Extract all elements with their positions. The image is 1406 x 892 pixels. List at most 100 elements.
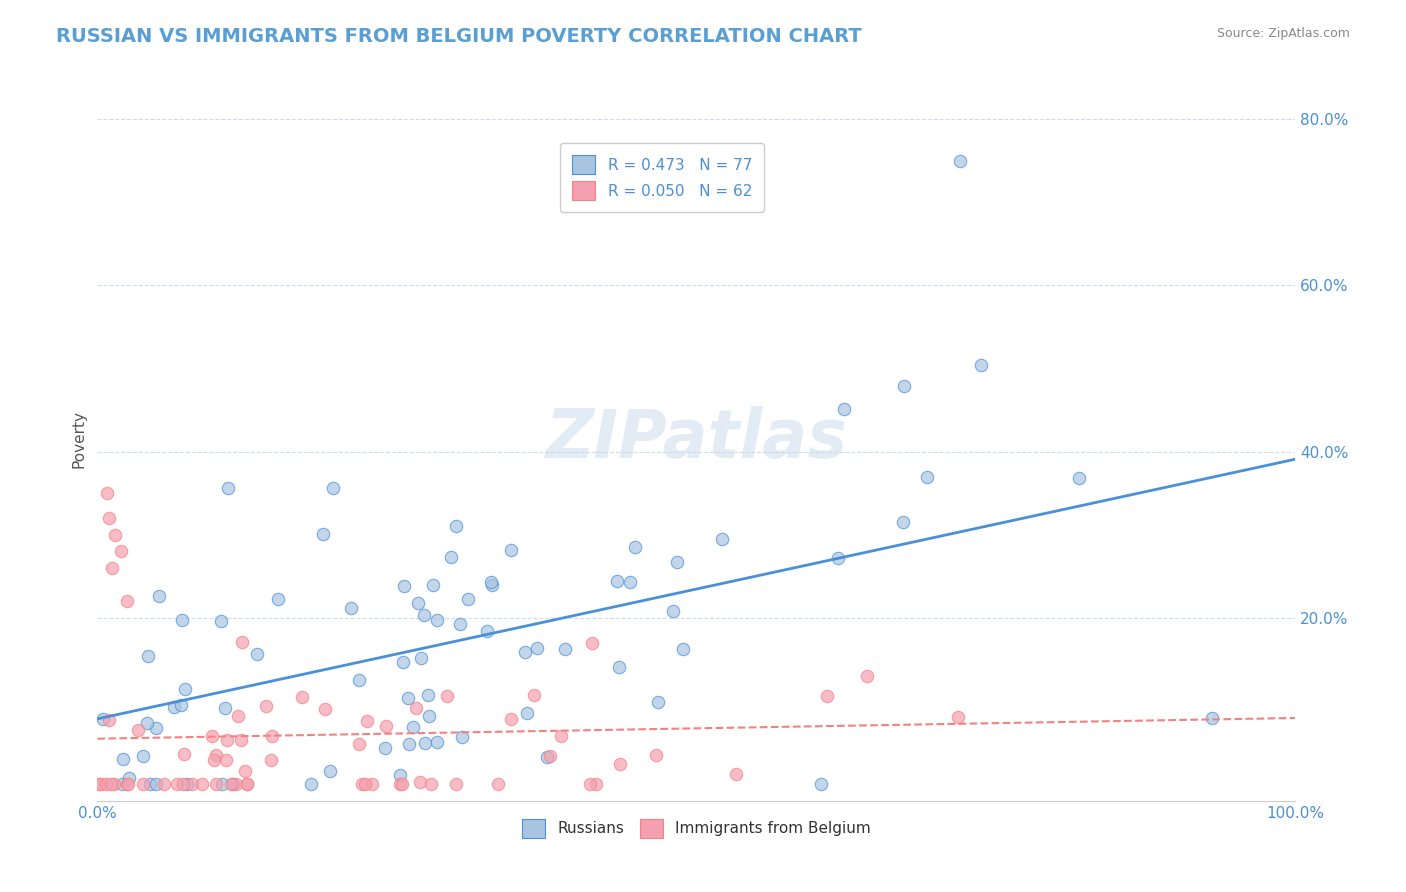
Point — [444, 518, 467, 533]
Point — [314, 702, 336, 716]
Point — [254, 699, 277, 714]
Point — [191, 777, 214, 791]
Point — [152, 777, 174, 791]
Point — [389, 777, 412, 791]
Point — [426, 735, 449, 749]
Point — [222, 777, 245, 791]
Point — [662, 604, 685, 618]
Point — [426, 613, 449, 627]
Point — [501, 543, 523, 558]
Point — [449, 617, 471, 632]
Point — [409, 651, 432, 665]
Point — [236, 777, 259, 791]
Point — [214, 753, 236, 767]
Point — [299, 777, 322, 791]
Point — [347, 673, 370, 687]
Point — [711, 533, 734, 547]
Point — [225, 777, 247, 791]
Point — [96, 486, 118, 500]
Point — [970, 359, 993, 373]
Point — [118, 771, 141, 785]
Point — [609, 756, 631, 771]
Point — [418, 708, 440, 723]
Point — [398, 737, 420, 751]
Point — [209, 614, 232, 628]
Point — [211, 777, 233, 791]
Point — [486, 777, 509, 791]
Point — [347, 737, 370, 751]
Point — [578, 777, 600, 791]
Point — [361, 777, 384, 791]
Point — [231, 635, 253, 649]
Point — [145, 721, 167, 735]
Point — [138, 648, 160, 663]
Point — [422, 578, 444, 592]
Point — [834, 401, 856, 416]
Y-axis label: Poverty: Poverty — [72, 410, 86, 468]
Point — [172, 777, 194, 791]
Point — [481, 578, 503, 592]
Point — [104, 528, 127, 542]
Point — [117, 777, 139, 791]
Point — [402, 720, 425, 734]
Point — [127, 723, 149, 738]
Point — [536, 749, 558, 764]
Point — [214, 700, 236, 714]
Point — [451, 730, 474, 744]
Point — [392, 656, 415, 670]
Point — [554, 642, 576, 657]
Point — [110, 544, 132, 558]
Point — [132, 777, 155, 791]
Point — [645, 747, 668, 762]
Point — [420, 777, 443, 791]
Point — [319, 764, 342, 778]
Point — [201, 729, 224, 743]
Point — [103, 777, 125, 791]
Point — [891, 515, 914, 529]
Point — [413, 736, 436, 750]
Point — [949, 153, 972, 168]
Point — [666, 555, 689, 569]
Point — [915, 470, 938, 484]
Point — [374, 740, 396, 755]
Point — [523, 688, 546, 702]
Text: ZIPatlas: ZIPatlas — [546, 406, 848, 472]
Point — [112, 752, 135, 766]
Point — [219, 777, 242, 791]
Point — [406, 596, 429, 610]
Point — [457, 591, 479, 606]
Point — [550, 730, 572, 744]
Point — [262, 729, 284, 743]
Point — [408, 774, 430, 789]
Point — [148, 589, 170, 603]
Point — [724, 766, 747, 780]
Point — [260, 753, 283, 767]
Point — [322, 481, 344, 495]
Point — [356, 714, 378, 728]
Point — [1201, 711, 1223, 725]
Point — [440, 549, 463, 564]
Point — [96, 777, 118, 791]
Point — [607, 659, 630, 673]
Point — [267, 591, 290, 606]
Point — [526, 640, 548, 655]
Point — [98, 511, 121, 525]
Point — [117, 777, 139, 791]
Text: RUSSIAN VS IMMIGRANTS FROM BELGIUM POVERTY CORRELATION CHART: RUSSIAN VS IMMIGRANTS FROM BELGIUM POVER… — [56, 27, 862, 45]
Point — [132, 749, 155, 764]
Point — [624, 540, 647, 554]
Point — [585, 777, 607, 791]
Point — [87, 777, 110, 791]
Point — [90, 777, 112, 791]
Point — [291, 690, 314, 704]
Point — [513, 645, 536, 659]
Point — [218, 482, 240, 496]
Point — [479, 574, 502, 589]
Point — [135, 715, 157, 730]
Point — [827, 550, 849, 565]
Point — [229, 733, 252, 747]
Point — [100, 561, 122, 575]
Point — [340, 600, 363, 615]
Point — [948, 710, 970, 724]
Point — [581, 636, 603, 650]
